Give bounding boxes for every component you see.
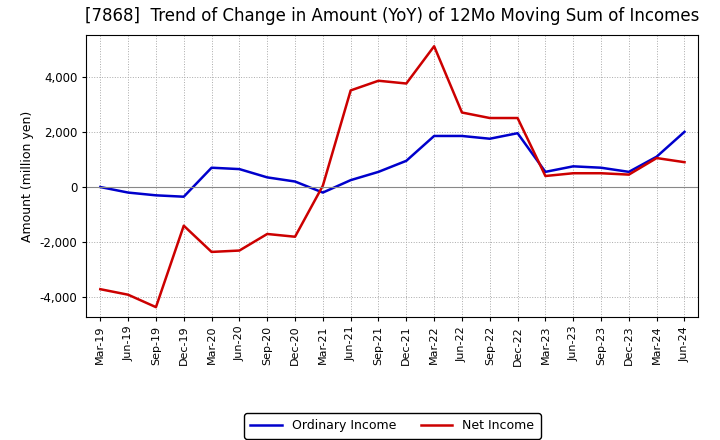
Y-axis label: Amount (million yen): Amount (million yen) bbox=[21, 110, 34, 242]
Legend: Ordinary Income, Net Income: Ordinary Income, Net Income bbox=[244, 413, 541, 439]
Net Income bbox=[597, 171, 606, 176]
Net Income bbox=[513, 115, 522, 121]
Net Income bbox=[430, 44, 438, 49]
Net Income bbox=[680, 160, 689, 165]
Ordinary Income bbox=[430, 133, 438, 139]
Net Income bbox=[179, 223, 188, 228]
Net Income bbox=[152, 304, 161, 310]
Net Income bbox=[124, 292, 132, 297]
Net Income bbox=[541, 173, 550, 179]
Net Income bbox=[318, 183, 327, 188]
Net Income bbox=[458, 110, 467, 115]
Net Income bbox=[402, 81, 410, 86]
Ordinary Income bbox=[96, 184, 104, 190]
Line: Net Income: Net Income bbox=[100, 46, 685, 307]
Net Income bbox=[374, 78, 383, 84]
Ordinary Income bbox=[402, 158, 410, 163]
Ordinary Income bbox=[597, 165, 606, 170]
Net Income bbox=[346, 88, 355, 93]
Ordinary Income bbox=[124, 190, 132, 195]
Ordinary Income bbox=[458, 133, 467, 139]
Title: [7868]  Trend of Change in Amount (YoY) of 12Mo Moving Sum of Incomes: [7868] Trend of Change in Amount (YoY) o… bbox=[85, 7, 700, 26]
Ordinary Income bbox=[235, 166, 243, 172]
Net Income bbox=[235, 248, 243, 253]
Net Income bbox=[624, 172, 633, 177]
Net Income bbox=[263, 231, 271, 237]
Ordinary Income bbox=[652, 154, 661, 159]
Net Income bbox=[652, 155, 661, 161]
Ordinary Income bbox=[541, 169, 550, 175]
Net Income bbox=[207, 249, 216, 255]
Ordinary Income bbox=[179, 194, 188, 199]
Net Income bbox=[291, 234, 300, 239]
Ordinary Income bbox=[152, 193, 161, 198]
Ordinary Income bbox=[374, 169, 383, 175]
Line: Ordinary Income: Ordinary Income bbox=[100, 132, 685, 197]
Ordinary Income bbox=[263, 175, 271, 180]
Ordinary Income bbox=[346, 177, 355, 183]
Net Income bbox=[485, 115, 494, 121]
Ordinary Income bbox=[291, 179, 300, 184]
Net Income bbox=[96, 286, 104, 292]
Ordinary Income bbox=[513, 131, 522, 136]
Net Income bbox=[569, 171, 577, 176]
Ordinary Income bbox=[569, 164, 577, 169]
Ordinary Income bbox=[624, 169, 633, 175]
Ordinary Income bbox=[485, 136, 494, 141]
Ordinary Income bbox=[680, 129, 689, 135]
Ordinary Income bbox=[318, 190, 327, 195]
Ordinary Income bbox=[207, 165, 216, 170]
